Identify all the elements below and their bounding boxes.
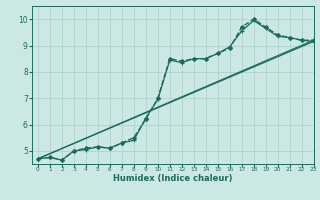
X-axis label: Humidex (Indice chaleur): Humidex (Indice chaleur) [113,174,233,183]
